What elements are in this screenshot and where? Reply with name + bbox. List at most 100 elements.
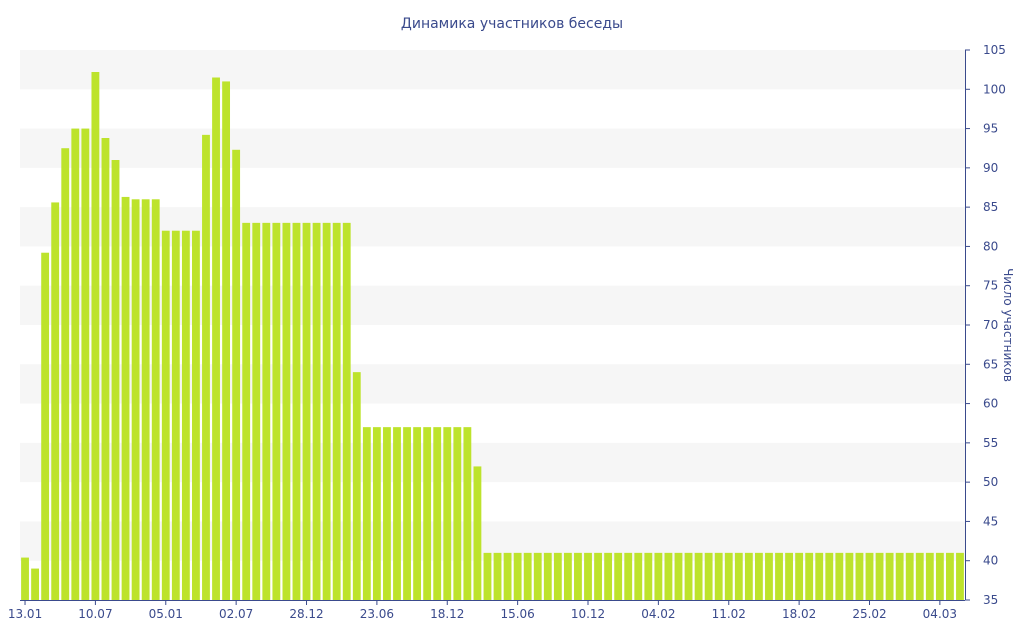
- y-tick-label: 85: [983, 200, 998, 214]
- bar: [523, 552, 532, 600]
- y-tick-label: 35: [983, 593, 998, 607]
- x-tick-label: 11.02: [712, 607, 746, 621]
- bar: [403, 427, 411, 600]
- bar: [624, 552, 633, 600]
- bar: [202, 134, 210, 600]
- bar: [754, 552, 763, 600]
- bar: [322, 222, 331, 600]
- x-tick-label: 28.12: [289, 607, 323, 621]
- bar: [634, 552, 643, 600]
- y-tick-label: 50: [983, 475, 998, 489]
- bar: [101, 138, 110, 600]
- y-tick-label: 40: [983, 554, 998, 568]
- x-tick-label: 18.02: [782, 607, 816, 621]
- bar: [805, 552, 814, 600]
- bar: [71, 128, 80, 601]
- bar: [765, 552, 773, 600]
- bar: [272, 222, 281, 600]
- bar: [845, 552, 854, 600]
- axes-group: 35 40 45 50 55 60 65 70 75 80 85 90 95 100 105 13.01 10.…: [8, 43, 1006, 621]
- grid-bands: [20, 50, 965, 561]
- grid-band: [20, 442, 965, 483]
- bar: [232, 149, 241, 601]
- bar: [292, 222, 301, 600]
- bar: [21, 557, 29, 600]
- y-tick-label: 70: [983, 318, 998, 332]
- bar: [443, 427, 452, 600]
- bar: [383, 427, 391, 600]
- bar: [855, 552, 864, 600]
- bar: [151, 199, 160, 601]
- grid-band: [20, 50, 965, 90]
- bar: [905, 552, 914, 600]
- bar: [513, 552, 522, 600]
- bar: [342, 222, 351, 600]
- bar: [192, 230, 200, 600]
- bar: [181, 230, 190, 600]
- bar: [41, 252, 50, 600]
- bar: [111, 160, 120, 600]
- bar: [473, 466, 482, 600]
- x-tick-label: 02.07: [219, 607, 253, 621]
- bar: [785, 552, 793, 600]
- y-tick-label: 100: [983, 82, 1006, 96]
- bar: [51, 202, 60, 600]
- chart-title: Динамика участников беседы: [401, 16, 623, 32]
- bar: [433, 427, 442, 600]
- bar: [935, 552, 944, 600]
- bar: [614, 552, 623, 600]
- bar: [91, 72, 100, 600]
- y-tick-label: 90: [983, 161, 998, 175]
- bar: [795, 552, 804, 600]
- bar: [563, 552, 572, 600]
- bar: [835, 552, 844, 600]
- x-tick-label: 04.03: [923, 607, 957, 621]
- bar: [885, 552, 894, 600]
- bar: [503, 552, 512, 600]
- bar: [553, 552, 562, 600]
- bar: [875, 552, 884, 600]
- bar: [674, 552, 683, 600]
- bar: [372, 427, 381, 600]
- y-tick-label: 55: [983, 436, 998, 450]
- bar: [352, 372, 361, 600]
- bar: [423, 427, 432, 600]
- bar: [865, 552, 874, 600]
- bar: [815, 552, 824, 600]
- bar: [704, 552, 713, 600]
- bar: [644, 552, 653, 600]
- bar: [212, 77, 220, 600]
- bar: [945, 552, 954, 600]
- bar: [242, 222, 251, 600]
- bar: [171, 230, 180, 600]
- bar: [734, 552, 743, 600]
- bar: [81, 128, 90, 601]
- bar: [825, 552, 834, 600]
- bar: [332, 222, 341, 600]
- bar: [604, 552, 613, 600]
- x-tick-label: 04.02: [641, 607, 675, 621]
- bar: [141, 199, 150, 601]
- bar: [584, 552, 592, 600]
- bar: [664, 552, 673, 600]
- grid-band: [20, 128, 965, 168]
- bar: [131, 199, 140, 601]
- bar: [956, 552, 964, 600]
- x-tick-label: 23.06: [360, 607, 394, 621]
- bar: [543, 552, 552, 600]
- bar: [775, 552, 783, 600]
- bar: [413, 427, 422, 600]
- bar: [594, 552, 602, 600]
- bar: [161, 230, 170, 600]
- bar: [393, 427, 401, 600]
- bar: [925, 552, 934, 600]
- y-axis-title: Число участников: [1001, 268, 1015, 382]
- x-tick-label: 13.01: [8, 607, 42, 621]
- bar: [714, 552, 723, 600]
- bar: [252, 222, 261, 600]
- bar: [654, 552, 663, 600]
- grid-band: [20, 207, 965, 247]
- bar: [282, 222, 291, 600]
- bar: [533, 552, 542, 600]
